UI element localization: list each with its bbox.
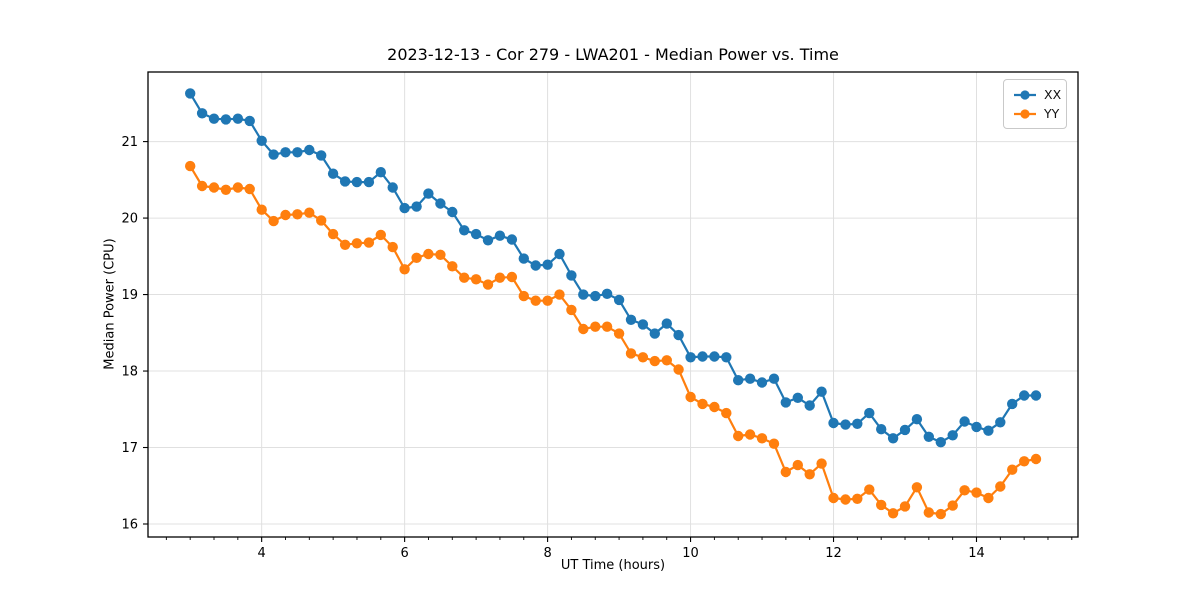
svg-text:8: 8 [543, 546, 551, 561]
y-axis-label: Median Power (CPU) [102, 238, 118, 370]
axis-ticks [143, 141, 1073, 542]
series-line-XX [189, 92, 1036, 444]
chart-title: 2023-12-13 - Cor 279 - LWA201 - Median P… [387, 45, 839, 64]
svg-text:14: 14 [968, 546, 985, 561]
svg-text:19: 19 [121, 288, 138, 303]
svg-text:12: 12 [825, 546, 842, 561]
svg-text:4: 4 [258, 546, 266, 561]
x-axis-label: UT Time (hours) [560, 558, 666, 573]
legend-label-yy: YY [1044, 106, 1060, 121]
series-markers-YY [185, 160, 1042, 520]
svg-text:16: 16 [121, 517, 138, 532]
legend-line-marker-icon [1014, 108, 1036, 119]
svg-text:10: 10 [682, 546, 699, 561]
legend-entry-yy: YY [1013, 104, 1060, 123]
svg-text:18: 18 [121, 365, 138, 380]
svg-text:21: 21 [121, 135, 138, 150]
legend-line-marker-icon [1014, 89, 1036, 100]
svg-text:6: 6 [400, 546, 408, 561]
axis-tick-labels: 4 6 8 10 12 14 16 17 18 19 20 21 [121, 135, 984, 561]
legend-entry-xx: XX [1013, 85, 1062, 104]
plot-border [147, 71, 1079, 538]
gridlines [148, 72, 1078, 537]
legend: XX YY [1003, 79, 1067, 129]
svg-text:17: 17 [121, 441, 138, 456]
series-XX [185, 88, 1042, 448]
series-markers-XX [185, 88, 1042, 448]
legend-label-xx: XX [1044, 87, 1062, 102]
series-YY [185, 160, 1042, 520]
svg-text:20: 20 [121, 212, 138, 227]
